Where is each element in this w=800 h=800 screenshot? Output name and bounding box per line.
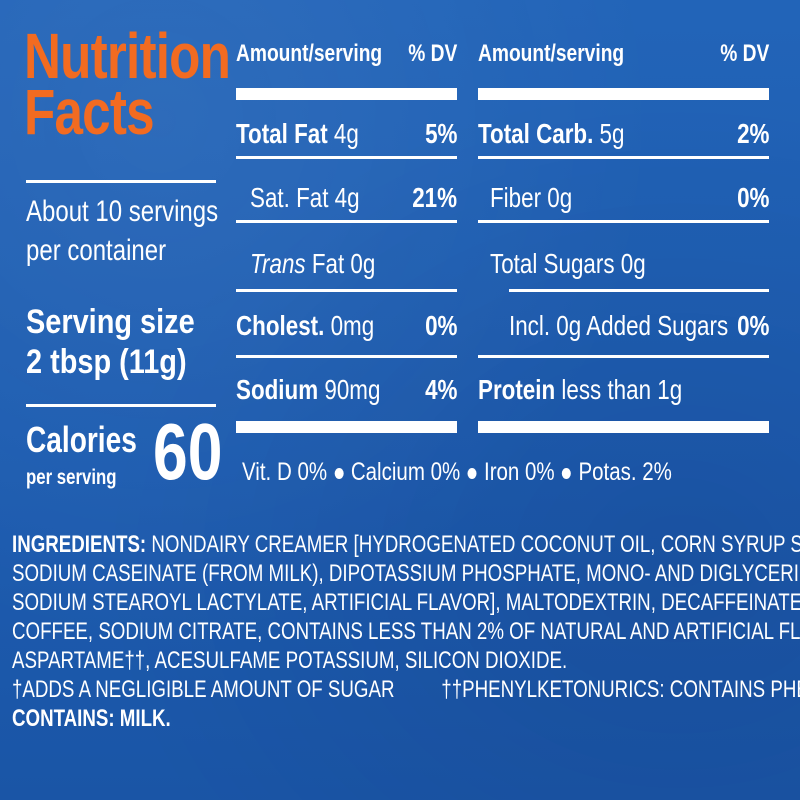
bullet-icon <box>562 467 572 479</box>
divider <box>509 289 769 292</box>
table-header: Amount/serving % DV <box>236 40 457 76</box>
divider <box>478 355 769 358</box>
nutrient-row-trans-fat: Trans Fat 0g <box>236 244 457 284</box>
calories-label: Calories <box>26 420 168 460</box>
nutrient-name: Cholest. <box>236 310 325 341</box>
header-amount: Amount/serving <box>236 40 383 67</box>
divider <box>478 220 769 223</box>
potassium: Potas. 2% <box>578 458 672 486</box>
ingredients-line: ASPARTAME††, ACESULFAME POTASSIUM, SILIC… <box>12 647 568 674</box>
nutrient-name: Trans <box>250 248 306 279</box>
servings-line-2: per container <box>26 234 167 267</box>
nutrient-row-total-sugars: Total Sugars 0g <box>478 244 769 284</box>
nutrient-dv: 5% <box>424 118 457 149</box>
divider <box>236 220 457 223</box>
nutrient-name: Fiber 0g <box>490 182 573 213</box>
calories-number: 60 <box>153 407 223 496</box>
ingredients-heading: INGREDIENTS: <box>12 531 147 558</box>
calories-label-text: Calories <box>26 419 137 460</box>
nutrient-amount: less than 1g <box>561 374 683 405</box>
serving-size-value: 2 tbsp (11g) <box>26 343 187 381</box>
nutrient-name: Total Fat <box>236 118 328 149</box>
nutrient-name: Incl. 0g Added Sugars <box>509 310 729 341</box>
nutrient-dv: 21% <box>412 182 457 213</box>
ingredients-line: SODIUM STEAROYL LACTYLATE, ARTIFICIAL FL… <box>12 589 800 616</box>
nutrient-row-added-sugars: Incl. 0g Added Sugars 0% <box>478 306 769 346</box>
header-dv: % DV <box>407 40 457 67</box>
allergen-statement: CONTAINS: MILK. <box>12 705 171 732</box>
per-serving-text: per serving <box>26 466 117 489</box>
servings-line-1: About 10 servings <box>26 195 219 228</box>
ingredients-line: SODIUM CASEINATE (FROM MILK), DIPOTASSIU… <box>12 560 800 587</box>
nutrient-row-cholesterol: Cholest. 0mg 0% <box>236 306 457 346</box>
ingredients-line: COFFEE, SODIUM CITRATE, CONTAINS LESS TH… <box>12 618 800 645</box>
nutrient-amount: 5g <box>599 118 625 149</box>
header-dv: % DV <box>719 40 769 67</box>
calcium: Calcium 0% <box>350 458 461 486</box>
divider <box>236 156 457 159</box>
nutrient-name: Total Sugars 0g <box>490 248 646 279</box>
nutrient-row-sat-fat: Sat. Fat 4g 21% <box>236 178 457 218</box>
title-line-2: Facts <box>24 76 155 148</box>
vitamins-minerals: Vit. D 0% Calcium 0% Iron 0% Potas. 2% <box>242 458 766 487</box>
nutrient-dv: 2% <box>736 118 769 149</box>
header-amount: Amount/serving <box>478 40 625 67</box>
nutrient-amount: 90mg <box>324 374 381 405</box>
nutrient-dv: 0% <box>424 310 457 341</box>
nutrient-row-total-fat: Total Fat 4g 5% <box>236 114 457 154</box>
divider <box>236 355 457 358</box>
nutrient-name: Total Carb. <box>478 118 594 149</box>
nutrient-dv: 0% <box>736 182 769 213</box>
nutrient-amount: 4g <box>333 118 359 149</box>
thick-divider <box>236 88 457 100</box>
bullet-icon <box>334 467 344 479</box>
nutrient-name: Protein <box>478 374 556 405</box>
nutrient-name: Sodium <box>236 374 319 405</box>
servings-per-container: About 10 servings per container <box>26 192 266 270</box>
title-line-1: Nutrition <box>24 20 231 92</box>
nutrient-name: Sat. Fat 4g <box>250 182 360 213</box>
footnote-sugar: †ADDS A NEGLIGIBLE AMOUNT OF SUGAR <box>12 676 395 703</box>
table-header: Amount/serving % DV <box>478 40 769 76</box>
nutrient-row-sodium: Sodium 90mg 4% <box>236 370 457 410</box>
nutrient-amount: 0mg <box>330 310 375 341</box>
nutrient-amount: Fat 0g <box>311 248 376 279</box>
footnote-phenylketonurics: ††PHENYLKETONURICS: CONTAINS PHENYLALANI… <box>441 676 800 703</box>
nutrient-row-total-carb: Total Carb. 5g 2% <box>478 114 769 154</box>
serving-size: Serving size 2 tbsp (11g) <box>26 302 224 382</box>
thick-divider <box>236 421 457 433</box>
divider <box>236 289 457 292</box>
nutrient-dv: 4% <box>424 374 457 405</box>
nutrient-row-fiber: Fiber 0g 0% <box>478 178 769 218</box>
divider <box>26 180 216 183</box>
nutrient-dv: 0% <box>736 310 769 341</box>
divider <box>26 404 216 407</box>
divider <box>478 156 769 159</box>
iron: Iron 0% <box>484 458 555 486</box>
serving-size-label: Serving size <box>26 303 195 341</box>
calories-value: 60 <box>153 412 242 492</box>
nutrient-row-protein: Protein less than 1g <box>478 370 769 410</box>
vitamin-d: Vit. D 0% <box>242 458 328 486</box>
thick-divider <box>478 421 769 433</box>
calories-per-serving-label: per serving <box>26 466 139 490</box>
thick-divider <box>478 88 769 100</box>
nutrition-facts-title: Nutrition Facts <box>24 20 282 148</box>
ingredients-block: INGREDIENTS: NONDAIRY CREAMER [HYDROGENA… <box>12 530 800 733</box>
ingredients-line: NONDAIRY CREAMER [HYDROGENATED COCONUT O… <box>151 531 800 558</box>
bullet-icon <box>467 467 477 479</box>
